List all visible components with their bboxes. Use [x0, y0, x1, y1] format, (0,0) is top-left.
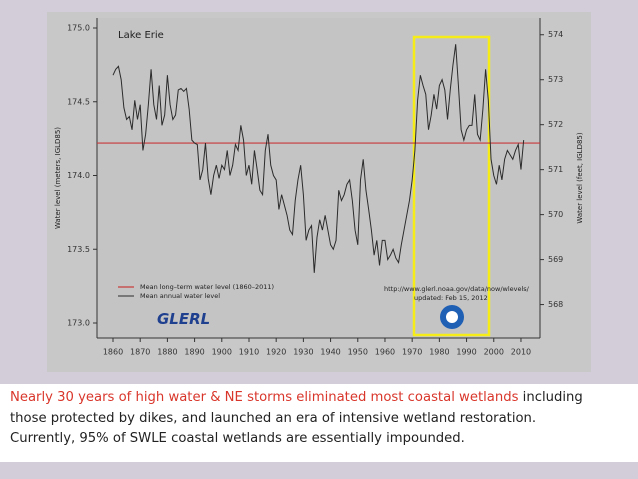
y2-axis-label: Water level (feet, IGLD85) — [576, 132, 584, 223]
y-tick-label: 174.5 — [67, 97, 90, 106]
caption-highlight: Nearly 30 years of high water & NE storm… — [10, 390, 519, 405]
highlight-box — [412, 35, 491, 337]
y-tick-label: 174.0 — [67, 171, 90, 180]
x-tick-label: 1860 — [103, 348, 123, 357]
caption-text: including — [522, 390, 583, 405]
y2-tick-label: 568 — [548, 300, 563, 309]
x-tick-label: 1960 — [375, 348, 395, 357]
y2-tick-label: 569 — [548, 255, 563, 264]
y-axis-label: Water level (meters, IGLD85) — [54, 127, 62, 229]
x-tick-label: 1930 — [293, 348, 313, 357]
x-tick-label: 1900 — [212, 348, 232, 357]
caption: Nearly 30 years of high water & NE storm… — [0, 384, 638, 462]
x-tick-label: 1870 — [130, 348, 150, 357]
x-tick-label: 1970 — [402, 348, 422, 357]
legend-label: Mean annual water level — [140, 292, 220, 300]
y-tick-label: 173.0 — [67, 319, 90, 328]
updated-note: updated: Feb 15, 2012 — [414, 294, 488, 302]
x-tick-label: 1910 — [239, 348, 259, 357]
y2-tick-label: 573 — [548, 75, 563, 84]
x-tick-label: 2000 — [484, 348, 504, 357]
y2-tick-label: 570 — [548, 210, 563, 219]
x-tick-label: 1980 — [429, 348, 449, 357]
water-level-line — [112, 44, 525, 273]
plot-area — [97, 18, 540, 338]
caption-text: Currently, 95% of SWLE coastal wetlands … — [10, 431, 465, 446]
glerl-logo: GLERL — [157, 310, 210, 328]
legend-label: Mean long–term water level (1860–2011) — [140, 283, 274, 291]
y2-tick-label: 574 — [548, 30, 563, 39]
y2-tick-label: 571 — [548, 165, 563, 174]
y-tick-label: 175.0 — [67, 24, 90, 33]
x-tick-label: 2010 — [511, 348, 531, 357]
y2-tick-label: 572 — [548, 120, 563, 129]
x-tick-label: 1950 — [348, 348, 368, 357]
caption-text: those protected by dikes, and launched a… — [10, 410, 537, 426]
x-tick-label: 1940 — [320, 348, 340, 357]
x-tick-label: 1880 — [157, 348, 177, 357]
x-tick-label: 1890 — [184, 348, 204, 357]
chart-title: Lake Erie — [118, 30, 164, 41]
noaa-logo-inner — [446, 311, 458, 323]
x-tick-label: 1920 — [266, 348, 286, 357]
url-note: http://www.glerl.noaa.gov/data/now/wleve… — [384, 285, 530, 293]
y-tick-label: 173.5 — [67, 245, 90, 254]
x-tick-label: 1990 — [456, 348, 476, 357]
